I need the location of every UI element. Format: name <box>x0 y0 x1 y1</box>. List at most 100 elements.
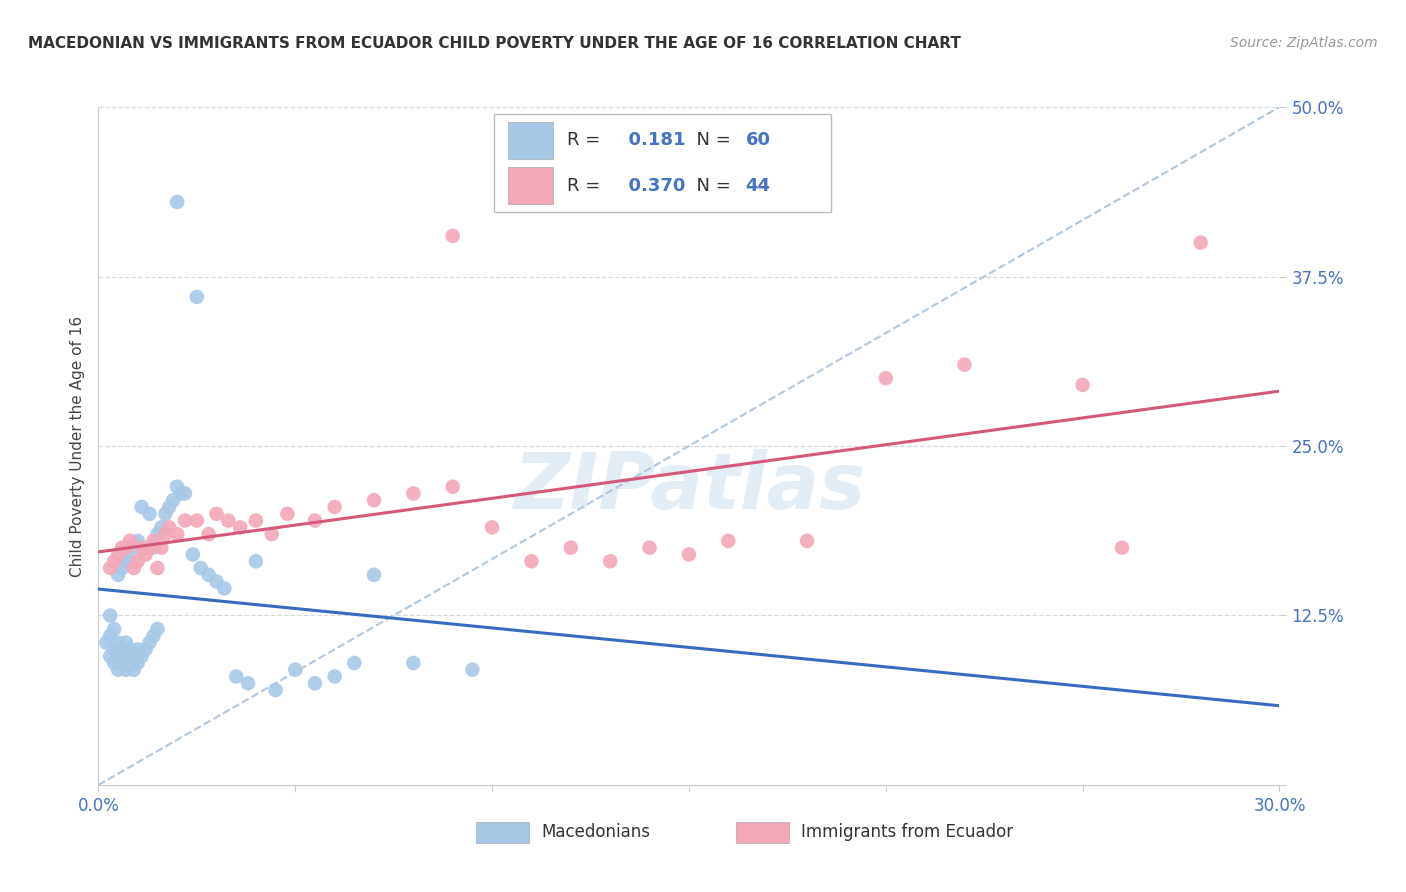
Point <box>1189 235 1212 250</box>
Point <box>138 635 160 649</box>
Point <box>190 561 212 575</box>
Point <box>678 548 700 562</box>
Point <box>304 514 326 528</box>
Point <box>245 554 267 568</box>
Point <box>304 676 326 690</box>
Point <box>157 520 180 534</box>
Point <box>155 507 177 521</box>
Point <box>796 533 818 548</box>
Point <box>225 669 247 683</box>
Point <box>107 649 129 664</box>
Point <box>107 635 129 649</box>
FancyBboxPatch shape <box>477 822 530 843</box>
Point <box>107 567 129 582</box>
Point <box>111 541 134 555</box>
Point <box>127 533 149 548</box>
Point <box>135 642 157 657</box>
Text: Source: ZipAtlas.com: Source: ZipAtlas.com <box>1230 36 1378 50</box>
Point <box>107 548 129 562</box>
Point <box>157 500 180 514</box>
Point <box>638 541 661 555</box>
Point <box>875 371 897 385</box>
Text: ZIPatlas: ZIPatlas <box>513 449 865 524</box>
Point <box>115 635 138 649</box>
Point <box>103 642 125 657</box>
Point <box>174 514 197 528</box>
Point <box>284 663 307 677</box>
Point <box>363 567 385 582</box>
Point <box>118 533 141 548</box>
Point <box>103 622 125 636</box>
Point <box>146 527 169 541</box>
Point <box>107 663 129 677</box>
Point <box>103 554 125 568</box>
Point <box>150 541 173 555</box>
Point <box>166 194 188 209</box>
Point <box>599 554 621 568</box>
Text: R =: R = <box>567 131 606 149</box>
Point <box>122 561 145 575</box>
Point <box>276 507 298 521</box>
FancyBboxPatch shape <box>508 167 553 204</box>
Point <box>118 656 141 670</box>
Point <box>115 554 138 568</box>
Point <box>197 527 219 541</box>
Point <box>205 574 228 589</box>
Point <box>181 548 204 562</box>
Text: N =: N = <box>685 131 737 149</box>
Point <box>118 642 141 657</box>
Point <box>264 683 287 698</box>
Point <box>142 541 165 555</box>
Point <box>115 649 138 664</box>
Text: 0.370: 0.370 <box>616 177 685 194</box>
Point <box>441 228 464 243</box>
Point <box>122 663 145 677</box>
Point <box>96 635 118 649</box>
Point <box>197 567 219 582</box>
Point <box>363 493 385 508</box>
Point <box>118 554 141 568</box>
Point <box>142 629 165 643</box>
Point <box>205 507 228 521</box>
Text: 60: 60 <box>745 131 770 149</box>
Point <box>441 480 464 494</box>
Point <box>174 486 197 500</box>
Point <box>111 656 134 670</box>
Point <box>146 561 169 575</box>
Point <box>166 527 188 541</box>
Point <box>162 493 184 508</box>
Point <box>122 541 145 555</box>
FancyBboxPatch shape <box>494 114 831 212</box>
Text: R =: R = <box>567 177 606 194</box>
Point <box>461 663 484 677</box>
Point <box>111 561 134 575</box>
Point <box>131 541 153 555</box>
Point <box>229 520 252 534</box>
Point <box>131 649 153 664</box>
Point <box>560 541 582 555</box>
Point <box>98 649 121 664</box>
Point <box>245 514 267 528</box>
Point <box>146 622 169 636</box>
FancyBboxPatch shape <box>737 822 789 843</box>
Point <box>186 290 208 304</box>
Point <box>131 500 153 514</box>
Text: N =: N = <box>685 177 737 194</box>
Point <box>142 533 165 548</box>
FancyBboxPatch shape <box>508 121 553 159</box>
Point <box>98 608 121 623</box>
Point <box>127 656 149 670</box>
Point <box>150 520 173 534</box>
Point <box>115 663 138 677</box>
Point <box>138 507 160 521</box>
Point <box>186 514 208 528</box>
Point <box>343 656 366 670</box>
Point <box>520 554 543 568</box>
Point <box>115 541 138 555</box>
Point <box>217 514 239 528</box>
Point <box>323 669 346 683</box>
Point <box>1071 378 1094 392</box>
Y-axis label: Child Poverty Under the Age of 16: Child Poverty Under the Age of 16 <box>69 316 84 576</box>
Point <box>127 642 149 657</box>
Point <box>170 486 193 500</box>
